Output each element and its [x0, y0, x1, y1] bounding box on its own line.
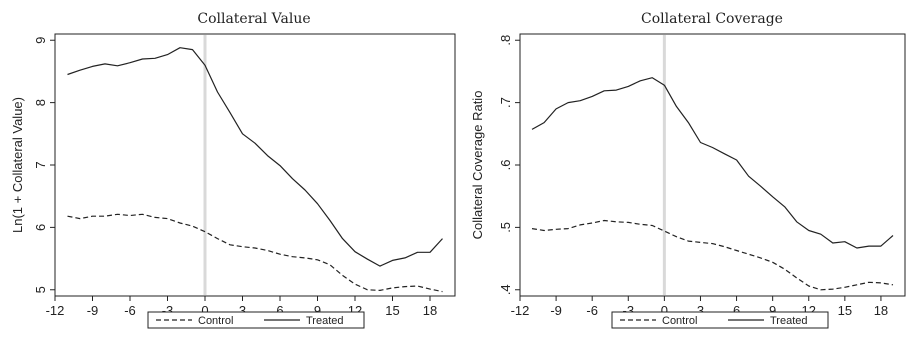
x-tick-label: -9 [550, 303, 562, 318]
x-tick-label: 18 [874, 303, 888, 318]
legend: Control Treated [611, 311, 829, 329]
x-tick-label: 0 [201, 303, 208, 318]
x-tick-label: -3 [162, 303, 174, 318]
legend-box [147, 311, 365, 329]
y-tick-label: .6 [498, 160, 513, 171]
series-line-treated [531, 77, 894, 249]
chart-panel-2: Collateral Coverage Collateral Coverage R… [470, 11, 906, 329]
x-tick-label: 0 [661, 303, 668, 318]
x-tick-label: 3 [697, 303, 704, 318]
legend-box [611, 311, 829, 329]
legend: Control Treated [147, 311, 365, 329]
legend-label-control: Control [662, 315, 697, 327]
y-tick-label: 6 [33, 224, 48, 231]
y-tick-label: .7 [498, 97, 513, 108]
x-tick-label: 6 [733, 303, 740, 318]
series-line-control [67, 213, 443, 293]
y-axis-label: Ln(1 + Collateral Value) [10, 97, 25, 233]
plot-frame [54, 33, 456, 297]
x-tick-label: 9 [314, 303, 321, 318]
legend-label-control: Control [198, 315, 233, 327]
chart-panel-1: Collateral Value Ln(1 + Collateral Value)… [10, 11, 456, 329]
x-tick-label: -12 [46, 303, 65, 318]
y-tick-label: .5 [498, 222, 513, 233]
legend-label-treated: Treated [306, 315, 344, 327]
y-tick-label: 9 [33, 37, 48, 44]
legend-label-treated: Treated [770, 315, 808, 327]
x-tick-label: 3 [239, 303, 246, 318]
x-tick-label: -6 [124, 303, 136, 318]
x-tick-label: 15 [385, 303, 399, 318]
x-tick-label: -6 [586, 303, 598, 318]
plot-frame [519, 33, 906, 297]
series-line-control [531, 219, 894, 291]
y-tick-label: .4 [498, 284, 513, 295]
chart-title: Collateral Coverage [641, 11, 783, 27]
x-tick-label: -9 [87, 303, 99, 318]
y-tick-label: 8 [33, 99, 48, 106]
y-tick-label: 7 [33, 161, 48, 168]
y-axis-label: Collateral Coverage Ratio [470, 91, 485, 240]
x-tick-label: -3 [623, 303, 635, 318]
x-tick-label: 9 [769, 303, 776, 318]
y-tick-label: 5 [33, 286, 48, 293]
y-tick-label: .8 [498, 35, 513, 46]
x-tick-label: 15 [838, 303, 852, 318]
chart-title: Collateral Value [197, 11, 310, 27]
series-line-treated [67, 47, 443, 267]
x-tick-label: 6 [276, 303, 283, 318]
x-tick-label: 18 [423, 303, 437, 318]
x-tick-label: -12 [511, 303, 530, 318]
